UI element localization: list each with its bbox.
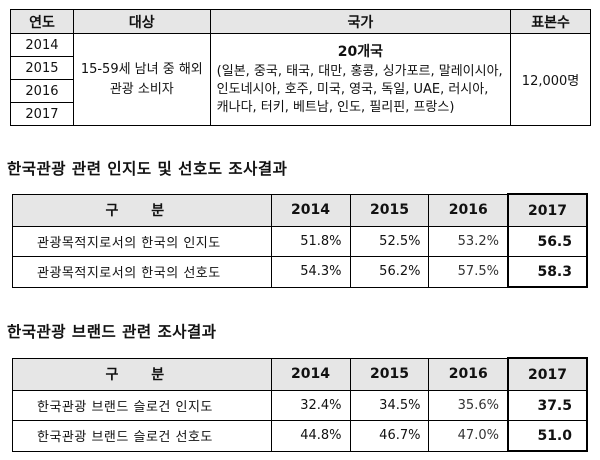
value-cell: 32.4% <box>270 390 351 421</box>
value-cell: 54.3% <box>270 256 351 288</box>
result-header-row: 구 분 2014 2015 2016 2017 <box>12 357 589 391</box>
result-row: 관광목적지로서의 한국의 선호도 54.3% 56.2% 57.5% 58.3 <box>12 256 589 288</box>
year-cell: 2017 <box>10 102 74 126</box>
sample-cell: 12,000명 <box>510 33 591 126</box>
value-cell-highlight: 37.5 <box>506 390 589 421</box>
country-count: 20개국 <box>337 43 383 60</box>
year-header: 2014 <box>270 193 351 227</box>
awareness-result-table: 구 분 2014 2015 2016 2017 관광목적지로서의 한국의 인지도… <box>12 193 589 288</box>
value-cell: 52.5% <box>349 226 430 257</box>
sample-header: 표본수 <box>510 9 591 34</box>
year-header: 2016 <box>428 193 509 227</box>
year-header: 2014 <box>270 357 351 391</box>
survey-overview-table: 연도 대상 국가 표본수 2014 15-59세 남녀 중 해외 관광 소비자 … <box>10 9 591 126</box>
result-header-row: 구 분 2014 2015 2016 2017 <box>12 193 589 227</box>
year-header-highlight: 2017 <box>506 357 589 391</box>
year-header: 2015 <box>349 193 430 227</box>
year-cell: 2015 <box>10 56 74 80</box>
survey-header-row: 연도 대상 국가 표본수 <box>10 9 591 34</box>
year-cell: 2014 <box>10 33 74 57</box>
value-cell: 53.2% <box>428 226 509 257</box>
year-header-highlight: 2017 <box>506 193 589 227</box>
awareness-section-title: 한국관광 관련 인지도 및 선호도 조사결과 <box>7 159 288 178</box>
target-header: 대상 <box>72 9 211 34</box>
result-row: 한국관광 브랜드 슬로건 인지도 32.4% 34.5% 35.6% 37.5 <box>12 390 589 421</box>
survey-row: 2017 <box>10 102 591 126</box>
year-header: 2016 <box>428 357 509 391</box>
value-cell: 51.8% <box>270 226 351 257</box>
value-cell: 35.6% <box>428 390 509 421</box>
target-cell: 15-59세 남녀 중 해외 관광 소비자 <box>72 33 211 126</box>
year-header: 연도 <box>10 9 74 34</box>
year-header: 2015 <box>349 357 430 391</box>
value-cell-highlight: 51.0 <box>506 420 589 452</box>
survey-row: 2015 <box>10 56 591 80</box>
value-cell-highlight: 58.3 <box>506 256 589 288</box>
value-cell: 47.0% <box>428 420 509 452</box>
result-row: 관광목적지로서의 한국의 인지도 51.8% 52.5% 53.2% 56.5 <box>12 226 589 257</box>
row-label: 한국관광 브랜드 슬로건 선호도 <box>12 420 272 452</box>
value-cell: 44.8% <box>270 420 351 452</box>
country-header: 국가 <box>209 9 512 34</box>
value-cell-highlight: 56.5 <box>506 226 589 257</box>
value-cell: 46.7% <box>349 420 430 452</box>
brand-section-title: 한국관광 브랜드 관련 조사결과 <box>7 322 217 341</box>
value-cell: 34.5% <box>349 390 430 421</box>
country-cell: 20개국 (일본, 중국, 태국, 대만, 홍콩, 싱가포르, 말레이시아, 인… <box>209 33 512 126</box>
value-cell: 56.2% <box>349 256 430 288</box>
row-label: 관광목적지로서의 한국의 선호도 <box>12 256 272 288</box>
year-cell: 2016 <box>10 79 74 103</box>
row-label: 관광목적지로서의 한국의 인지도 <box>12 226 272 257</box>
category-header: 구 분 <box>12 357 272 391</box>
category-header: 구 분 <box>12 193 272 227</box>
brand-result-table: 구 분 2014 2015 2016 2017 한국관광 브랜드 슬로건 인지도… <box>12 357 589 452</box>
survey-row: 2016 <box>10 79 591 103</box>
value-cell: 57.5% <box>428 256 509 288</box>
result-row: 한국관광 브랜드 슬로건 선호도 44.8% 46.7% 47.0% 51.0 <box>12 420 589 452</box>
country-list: (일본, 중국, 태국, 대만, 홍콩, 싱가포르, 말레이시아, 인도네시아,… <box>216 63 503 115</box>
survey-row: 2014 15-59세 남녀 중 해외 관광 소비자 20개국 (일본, 중국,… <box>10 33 591 126</box>
row-label: 한국관광 브랜드 슬로건 인지도 <box>12 390 272 421</box>
